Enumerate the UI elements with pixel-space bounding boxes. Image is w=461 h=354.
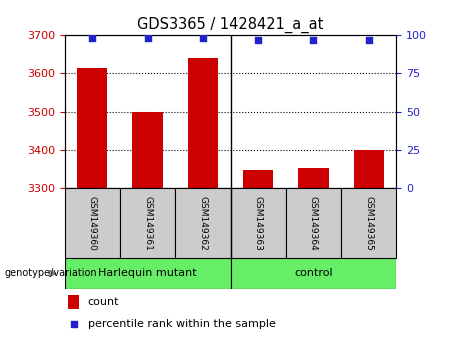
Point <box>144 36 151 41</box>
Bar <box>298 168 329 188</box>
Point <box>365 37 372 43</box>
Bar <box>175 188 230 258</box>
Bar <box>230 188 286 258</box>
Text: Harlequin mutant: Harlequin mutant <box>98 268 197 279</box>
Text: percentile rank within the sample: percentile rank within the sample <box>88 319 276 330</box>
Text: GSM149360: GSM149360 <box>88 195 97 251</box>
Bar <box>354 150 384 188</box>
Text: GSM149365: GSM149365 <box>364 195 373 251</box>
Bar <box>243 171 273 188</box>
Bar <box>65 258 230 289</box>
Text: control: control <box>294 268 333 279</box>
Text: GSM149361: GSM149361 <box>143 195 152 251</box>
Point <box>199 36 207 41</box>
Text: count: count <box>88 297 119 307</box>
Point <box>310 37 317 43</box>
Bar <box>188 58 218 188</box>
Bar <box>68 295 79 309</box>
Bar <box>77 68 107 188</box>
Title: GDS3365 / 1428421_a_at: GDS3365 / 1428421_a_at <box>137 16 324 33</box>
Bar <box>132 112 163 188</box>
Text: GSM149363: GSM149363 <box>254 195 263 251</box>
Text: genotype/variation: genotype/variation <box>5 268 97 279</box>
Text: GSM149362: GSM149362 <box>198 196 207 250</box>
Bar <box>120 188 175 258</box>
Bar <box>65 188 120 258</box>
Text: GSM149364: GSM149364 <box>309 196 318 250</box>
Bar <box>230 258 396 289</box>
Point <box>311 217 319 222</box>
Point <box>89 36 96 41</box>
Bar <box>341 188 396 258</box>
Point <box>254 37 262 43</box>
Bar <box>286 188 341 258</box>
